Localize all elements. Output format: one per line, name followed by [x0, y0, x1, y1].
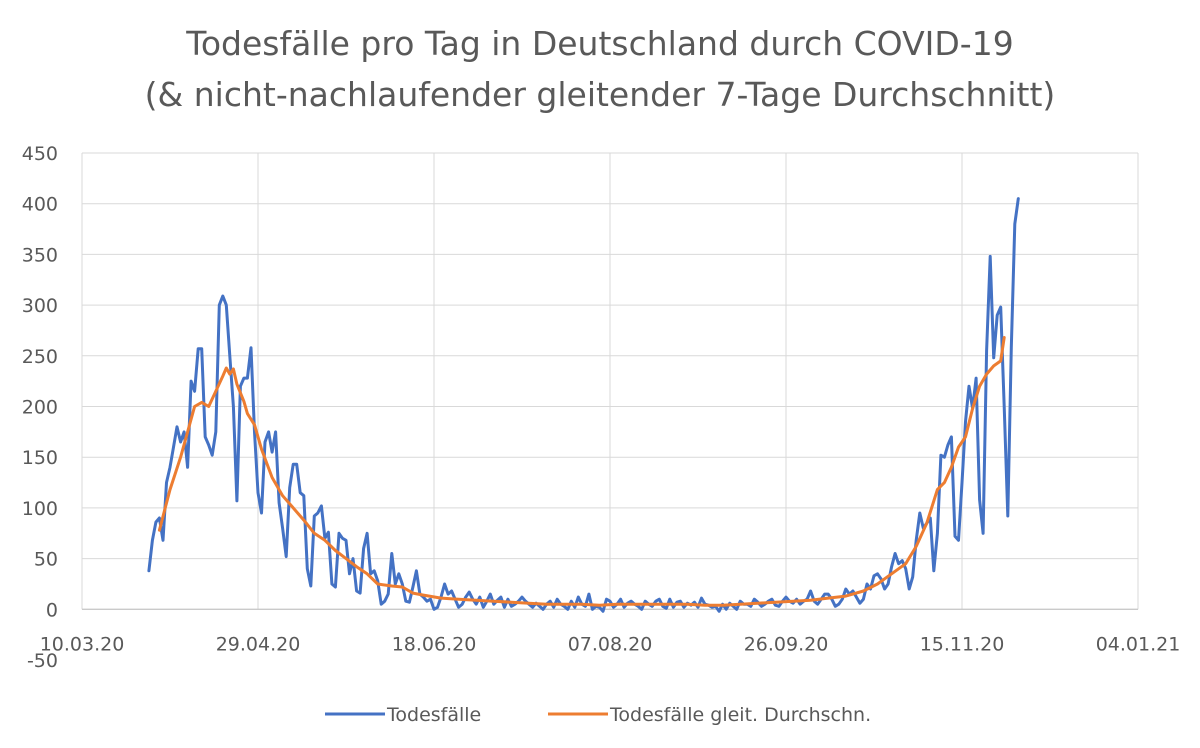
- legend-label-1: Todesfälle: [386, 704, 481, 726]
- series-line-2: [157, 336, 1006, 607]
- y-tick-label: 300: [22, 295, 58, 317]
- legend-label-2: Todesfälle gleit. Durchschn.: [609, 704, 871, 726]
- y-tick-label: 350: [22, 244, 58, 266]
- y-tick-label: 450: [22, 143, 58, 165]
- y-tick-label: 50: [34, 549, 58, 571]
- x-tick-label: 26.09.20: [744, 633, 829, 655]
- x-axis-ticks: 10.03.20 29.04.20 18.06.20 07.08.20 26.09.20…: [40, 633, 1181, 655]
- x-tick-label: 04.01.21: [1096, 633, 1181, 655]
- y-tick-label: 250: [22, 346, 58, 368]
- series-lines: [147, 197, 1020, 613]
- y-tick-label: 200: [22, 397, 58, 419]
- series-line-1: [147, 197, 1020, 613]
- x-tick-label: 29.04.20: [216, 633, 301, 655]
- y-tick-label: 150: [22, 447, 58, 469]
- y-tick-label: 0: [46, 599, 58, 621]
- x-tick-label: 10.03.20: [40, 633, 125, 655]
- y-tick-label: -50: [27, 650, 58, 672]
- gridlines: [81, 152, 1139, 610]
- chart-subtitle: (& nicht-nachlaufender gleitender 7-Tage…: [144, 75, 1056, 114]
- chart-title: Todesfälle pro Tag in Deutschland durch …: [186, 24, 1014, 63]
- legend: Todesfälle Todesfälle gleit. Durchschn.: [325, 704, 871, 726]
- y-axis-ticks: -50 0 50 100 150 200 250 300 350 400 450: [22, 143, 58, 672]
- x-tick-label: 18.06.20: [392, 633, 477, 655]
- y-tick-label: 400: [22, 194, 58, 216]
- x-tick-label: 07.08.20: [568, 633, 653, 655]
- x-tick-label: 15.11.20: [920, 633, 1005, 655]
- y-tick-label: 100: [22, 498, 58, 520]
